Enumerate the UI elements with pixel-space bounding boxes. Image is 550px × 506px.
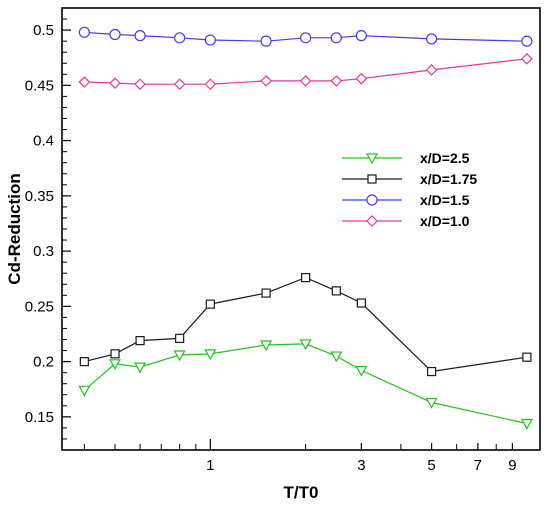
data-point: [260, 75, 272, 87]
data-point: [78, 385, 91, 397]
legend-marker: [366, 215, 378, 227]
axis-ticks: 0.15 0.2 0.25 0.3 0.35 0.4 0.45 0.5 1 3 5 7 9: [25, 18, 517, 474]
y-tick-label: 0.4: [33, 133, 54, 150]
y-tick-label: 0.2: [33, 354, 54, 371]
data-point: [78, 76, 91, 88]
y-tick-label: 0.25: [25, 298, 54, 315]
data-point: [299, 75, 312, 87]
series-2: [79, 273, 532, 377]
y-axis-label: Cd-Reduction: [5, 173, 24, 284]
data-point: [355, 365, 368, 377]
data-point: [521, 35, 533, 47]
plot-series: [78, 26, 533, 430]
data-point: [521, 52, 533, 65]
data-point: [134, 362, 147, 374]
data-point: [330, 32, 342, 44]
data-point: [109, 359, 122, 371]
x-tick-label: 5: [427, 457, 435, 474]
data-point: [79, 357, 89, 367]
data-point: [520, 418, 533, 430]
data-point: [204, 78, 217, 91]
data-point: [522, 352, 532, 362]
data-point: [330, 351, 343, 363]
data-point: [425, 64, 438, 76]
data-point: [425, 33, 438, 45]
series-1: [78, 339, 533, 430]
x-tick-label: 1: [206, 457, 214, 474]
data-point: [109, 77, 121, 89]
legend-item: x/D=1.75: [342, 171, 477, 187]
legend-label: x/D=1.0: [420, 213, 470, 229]
data-point: [135, 336, 145, 346]
data-point: [134, 30, 146, 42]
series-4: [78, 52, 533, 91]
y-tick-label: 0.15: [25, 409, 54, 426]
data-point: [204, 349, 217, 361]
x-axis-label: T/T0: [284, 483, 319, 502]
y-tick-label: 0.5: [33, 22, 54, 39]
legend-label: x/D=1.5: [420, 192, 470, 208]
data-point: [173, 350, 186, 362]
data-point: [109, 28, 121, 41]
series-3: [78, 26, 533, 47]
y-tick-label: 0.45: [25, 77, 54, 94]
legend-item: x/D=2.5: [342, 150, 470, 166]
legend-marker: [366, 194, 378, 206]
data-point: [301, 273, 311, 283]
legend-marker: [367, 174, 377, 184]
data-point: [425, 397, 438, 409]
data-point: [356, 298, 366, 308]
data-point: [173, 78, 186, 91]
data-point: [134, 78, 146, 91]
data-point: [355, 30, 367, 42]
data-point: [175, 333, 185, 343]
x-tick-label: 9: [508, 457, 516, 474]
data-point: [300, 32, 312, 44]
data-point: [261, 288, 271, 298]
x-tick-label: 7: [474, 457, 482, 474]
legend-label: x/D=2.5: [420, 150, 470, 166]
plot-area-frame: [61, 7, 541, 451]
data-point: [204, 34, 216, 46]
data-point: [174, 32, 186, 44]
data-point: [299, 339, 312, 351]
y-tick-label: 0.35: [25, 188, 54, 205]
data-point: [205, 299, 215, 309]
legend-label: x/D=1.75: [420, 171, 477, 187]
data-point: [355, 72, 368, 85]
legend: x/D=2.5 x/D=1.75 x/D=1.5 x/D=1.0: [342, 150, 477, 229]
y-tick-label: 0.3: [33, 243, 54, 260]
data-point: [330, 75, 343, 87]
data-point: [260, 35, 272, 47]
legend-item: x/D=1.0: [342, 213, 470, 229]
data-point: [260, 340, 273, 352]
data-point: [331, 286, 341, 296]
data-point: [426, 366, 437, 377]
legend-item: x/D=1.5: [342, 192, 470, 208]
data-point: [110, 349, 120, 359]
legend-marker: [365, 153, 379, 165]
x-tick-label: 3: [357, 457, 365, 474]
data-point: [78, 26, 90, 38]
